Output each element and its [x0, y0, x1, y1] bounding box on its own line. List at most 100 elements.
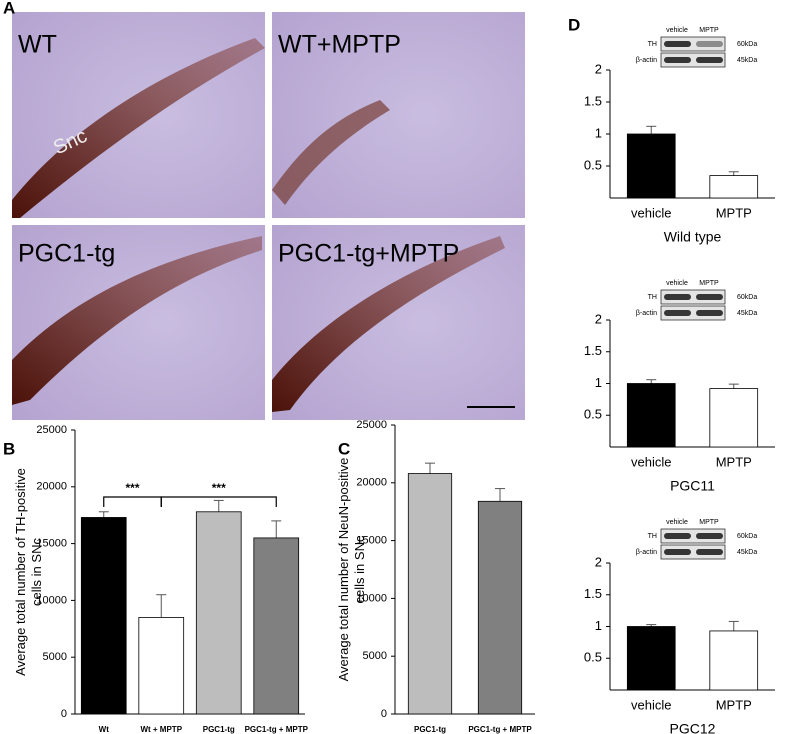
- blot-band: [696, 310, 723, 316]
- blot-size-label: 60kDa: [737, 533, 757, 540]
- y-axis-title-line: Average total number of NeuN-positive: [336, 458, 351, 682]
- x-tick-label: MPTP: [716, 454, 752, 469]
- bar: [709, 388, 759, 448]
- y-tick-label: 5000: [363, 650, 387, 662]
- blot-strip: [660, 52, 726, 68]
- blot-lane-label: MPTP: [699, 519, 719, 526]
- image-wt-mptp: [272, 12, 525, 218]
- bar: [626, 383, 676, 448]
- blot-band: [664, 41, 691, 47]
- y-tick-label: 0.5: [584, 407, 602, 422]
- x-tick-label: PGC1-tg + MPTP: [245, 725, 309, 734]
- y-axis-title-line: cells in SNc: [29, 538, 44, 606]
- blot-lane-label: vehicle: [666, 27, 688, 34]
- blot-band: [696, 533, 723, 539]
- blot-strip: [660, 305, 726, 321]
- blot-band-label: β-actin: [636, 57, 657, 64]
- image-label: WT+MPTP: [278, 31, 401, 59]
- y-tick-label: 10000: [356, 592, 387, 604]
- bar: [407, 473, 453, 715]
- panel-letter: C: [338, 439, 350, 458]
- panel-letter: A: [3, 0, 15, 17]
- blot-band: [696, 57, 723, 63]
- x-tick-label: vehicle: [631, 697, 671, 712]
- panel-letter: D: [568, 15, 580, 34]
- blot-band-label: β-actin: [636, 310, 657, 317]
- x-axis-title: PGC11: [670, 478, 715, 494]
- y-tick-label: 1.5: [584, 343, 602, 358]
- blot-strip: [660, 528, 726, 544]
- y-tick-label: 25000: [36, 424, 67, 436]
- blot-band: [664, 549, 691, 555]
- image-label: PGC1-tg+MPTP: [278, 240, 459, 268]
- blot-band: [664, 57, 691, 63]
- x-tick-label: PGC1-tg: [203, 725, 235, 734]
- x-tick-label: Wt + MPTP: [140, 725, 182, 734]
- y-tick-label: 20000: [356, 477, 387, 489]
- x-tick-label: vehicle: [631, 454, 671, 469]
- blot-band-label: TH: [648, 294, 657, 301]
- blot-band: [664, 310, 691, 316]
- y-axis-title-line: Average total number of TH-positive: [13, 468, 28, 676]
- x-tick-label: MPTP: [716, 205, 752, 220]
- bar: [138, 617, 185, 715]
- bar: [80, 517, 127, 715]
- y-tick-label: 1.5: [584, 93, 602, 108]
- blot-size-label: 45kDa: [737, 57, 757, 64]
- blot-lane-label: vehicle: [666, 519, 688, 526]
- y-axis-title-line: cells in SNc: [352, 535, 367, 603]
- x-axis-title: Wild type: [664, 229, 722, 245]
- bar: [195, 511, 242, 715]
- blot-band: [664, 533, 691, 539]
- blot-band-label: TH: [648, 533, 657, 540]
- y-tick-label: 15000: [356, 535, 387, 547]
- significance-bracket: [160, 496, 277, 507]
- bar: [626, 626, 676, 691]
- blot-size-label: 60kDa: [737, 41, 757, 48]
- bar: [626, 133, 676, 199]
- blot-size-label: 60kDa: [737, 294, 757, 301]
- image-label: WT: [18, 31, 57, 59]
- y-axis-title: Average total number of NeuN-positivecel…: [336, 458, 367, 682]
- x-tick-label: PGC1-tg: [414, 725, 446, 734]
- x-tick-label: PGC1-tg + MPTP: [468, 725, 532, 734]
- y-tick-label: 1: [595, 375, 602, 390]
- blot-strip: [660, 36, 726, 52]
- blot-lane-label: MPTP: [699, 280, 719, 287]
- y-tick-label: 5000: [43, 651, 67, 663]
- y-tick-label: 10000: [36, 594, 67, 606]
- blot-strip: [660, 544, 726, 560]
- y-tick-label: 20000: [36, 481, 67, 493]
- y-tick-label: 25000: [356, 419, 387, 431]
- blot-lane-label: vehicle: [666, 280, 688, 287]
- panel-letter: B: [3, 439, 15, 458]
- blot-band: [696, 294, 723, 300]
- x-tick-label: MPTP: [716, 697, 752, 712]
- y-tick-label: 2: [595, 554, 602, 569]
- blot-size-label: 45kDa: [737, 310, 757, 317]
- x-tick-label: vehicle: [631, 205, 671, 220]
- bar: [709, 630, 759, 691]
- y-tick-label: 0: [381, 708, 387, 720]
- y-tick-label: 2: [595, 61, 602, 76]
- stain: [272, 100, 390, 205]
- bar: [709, 175, 759, 199]
- y-tick-label: 1.5: [584, 586, 602, 601]
- significance-label: ***: [212, 481, 226, 495]
- y-tick-label: 15000: [36, 538, 67, 550]
- blot-band: [696, 549, 723, 555]
- y-tick-label: 1: [595, 618, 602, 633]
- significance-bracket: [103, 496, 162, 507]
- y-tick-label: 0: [61, 708, 67, 720]
- y-tick-label: 0.5: [584, 650, 602, 665]
- blot-lane-label: MPTP: [699, 27, 719, 34]
- y-tick-label: 0.5: [584, 157, 602, 172]
- blot-band-label: β-actin: [636, 549, 657, 556]
- significance-label: ***: [125, 481, 139, 495]
- blot-band-label: TH: [648, 41, 657, 48]
- blot-band: [696, 41, 723, 47]
- histology-images: [12, 12, 525, 420]
- stain: [12, 236, 262, 405]
- bar: [477, 500, 523, 715]
